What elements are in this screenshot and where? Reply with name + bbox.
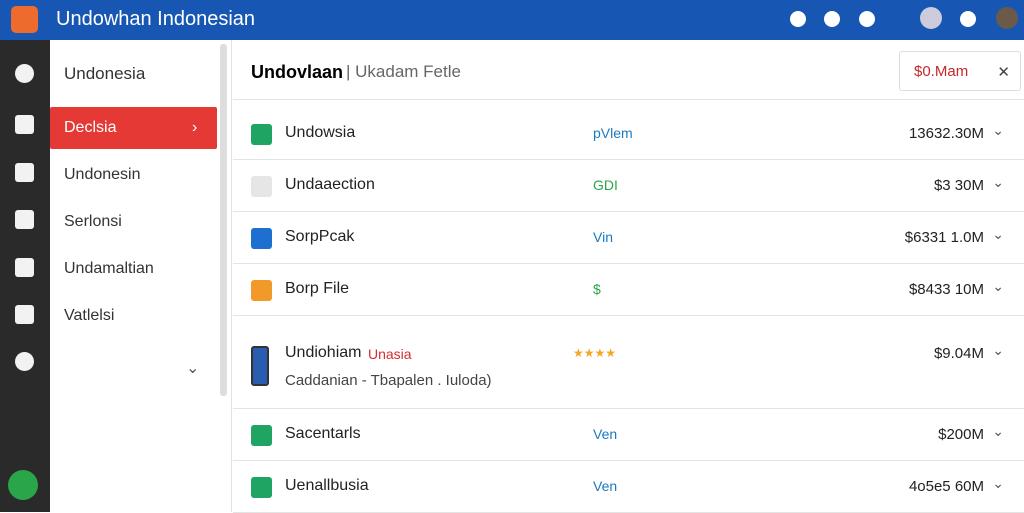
close[interactable]: ✕	[997, 64, 1010, 81]
sidebar-title: Undonesia	[64, 64, 146, 83]
icon[interactable]	[15, 115, 34, 134]
row-icon	[251, 477, 272, 498]
sidebar-item[interactable]: Serlonsi	[64, 213, 122, 230]
row-amount: 13632.30M	[908, 125, 984, 142]
expand-chevron[interactable]: ⌄	[992, 423, 1004, 439]
subtitle: Ukadam Fetle	[355, 62, 461, 81]
expand-chevron[interactable]: ⌄	[992, 342, 1004, 358]
sidebar-item[interactable]: Declsia	[50, 107, 217, 149]
panel-title: Undovlaan	[251, 62, 344, 82]
settings[interactable]	[960, 11, 976, 27]
row-amount: $6331 1.0M	[904, 229, 984, 246]
row-amount: $3 30M	[933, 177, 984, 194]
list-row[interactable]: Borp File $ $8433 10M ⌄	[233, 264, 1024, 316]
icon[interactable]	[15, 64, 34, 83]
row-name: Undowsia	[285, 124, 356, 141]
expand-chevron[interactable]: ⌄	[992, 278, 1004, 294]
row-rating: ★★★★	[573, 346, 617, 360]
row-icon	[251, 176, 272, 197]
main-panel: Undovlaan | Ukadam Fetle $0.Mam ✕ Undowsi…	[233, 40, 1024, 513]
sidebar: Undonesia ⌄ Declsia › Undonesin Serlonsi Und…	[50, 40, 232, 512]
avatar[interactable]	[920, 7, 942, 29]
row-name: Sacentarls	[285, 425, 361, 442]
row-name: SorpPcak	[285, 228, 355, 245]
filter-button[interactable]: $0.Mam ✕	[899, 51, 1021, 91]
top-bar: Undowhan Indonesian	[0, 0, 1024, 40]
sidebar-item[interactable]: Vatlelsi	[64, 307, 115, 324]
chevron: ›	[192, 119, 198, 136]
expand-chevron[interactable]: ⌄	[992, 174, 1004, 190]
icon[interactable]	[15, 258, 34, 277]
list-row[interactable]: Undowsia pVlem 13632.30M ⌄	[233, 108, 1024, 160]
row-icon	[251, 228, 272, 249]
icon[interactable]	[790, 11, 806, 27]
avatar[interactable]	[996, 7, 1018, 29]
row-tag: GDI	[593, 177, 618, 193]
row-badge: Unasia	[368, 346, 412, 362]
row-name: Undaaection	[285, 176, 375, 193]
row-name: Borp File	[285, 280, 350, 297]
row-amount: 4o5e5 60M	[908, 478, 984, 495]
icon-rail	[0, 40, 50, 512]
scrollbar	[220, 44, 227, 396]
sidebar-item[interactable]: Undamaltian	[64, 260, 154, 277]
row-name: Uenallbusia	[285, 477, 369, 494]
expand-chevron[interactable]: ⌄	[992, 122, 1004, 138]
panel-header: Undovlaan | Ukadam Fetle $0.Mam ✕	[233, 40, 1024, 100]
row-name: Undiohiam	[285, 344, 362, 361]
row-icon	[251, 425, 272, 446]
icon[interactable]	[15, 163, 34, 182]
row-amount: $9.04M	[933, 345, 984, 362]
expand-chevron[interactable]: ⌄	[992, 226, 1004, 242]
row-tag: pVlem	[593, 125, 633, 141]
icon[interactable]	[859, 11, 875, 27]
row-icon	[251, 346, 269, 386]
row-icon	[251, 124, 272, 145]
icon[interactable]	[824, 11, 840, 27]
logo[interactable]	[11, 6, 38, 33]
list-row[interactable]: Undiohiam Unasia ★★★★ Caddanian - Tbapalen …	[233, 324, 1024, 409]
help-button[interactable]	[8, 470, 38, 500]
icon[interactable]	[15, 352, 34, 371]
expand-chevron[interactable]: ⌄	[992, 475, 1004, 491]
list-row[interactable]: SorpPcak Vin $6331 1.0M ⌄	[233, 212, 1024, 264]
row-tag: Vin	[593, 229, 613, 245]
app-title: Undowhan Indonesian	[56, 8, 256, 30]
panel-subtitle: | Ukadam Fetle	[346, 62, 461, 81]
icon[interactable]	[15, 305, 34, 324]
expand-chevron[interactable]: ⌄	[186, 360, 200, 377]
button-label: $0.Mam	[914, 63, 969, 80]
row-tag: Ven	[593, 426, 618, 442]
list-row[interactable]: Sacentarls Ven $200M ⌄	[233, 409, 1024, 461]
list-row[interactable]: Uenallbusia Ven 4o5e5 60M ⌄	[233, 461, 1024, 513]
list-row[interactable]: Undaaection GDI $3 30M ⌄	[233, 160, 1024, 212]
row-icon	[251, 280, 272, 301]
row-detail: Caddanian - Tbapalen . Iuloda)	[285, 372, 492, 389]
row-tag: Ven	[593, 478, 618, 494]
icon[interactable]	[15, 210, 34, 229]
row-amount: $8433 10M	[908, 281, 984, 298]
sidebar-item[interactable]: Undonesin	[64, 166, 141, 183]
row-tag: $	[593, 281, 601, 297]
row-amount: $200M	[938, 426, 984, 443]
